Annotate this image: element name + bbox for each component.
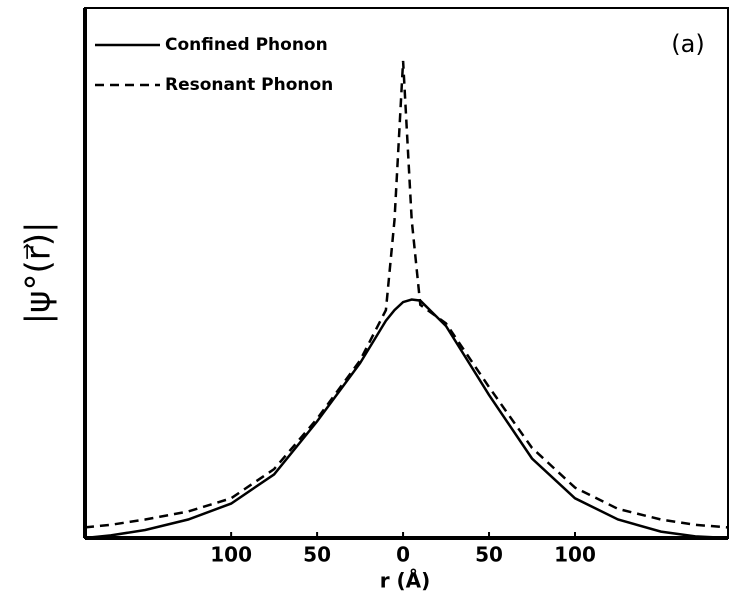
data-line — [84, 60, 729, 529]
data-line — [84, 298, 729, 540]
legend-label: Confined Phonon — [165, 35, 328, 55]
y-axis-label: |ψ°(r⃗)| — [19, 222, 59, 325]
x-tick-label: 100 — [210, 543, 252, 567]
annotation: (a) — [671, 30, 704, 58]
x-tick-label: 50 — [475, 543, 503, 567]
x-axis-label: r (Å) — [380, 569, 431, 593]
x-tick-label: 100 — [554, 543, 596, 567]
x-tick-label: 0 — [396, 543, 410, 567]
legend-label: Resonant Phonon — [165, 75, 333, 95]
x-tick-label: 50 — [303, 543, 331, 567]
